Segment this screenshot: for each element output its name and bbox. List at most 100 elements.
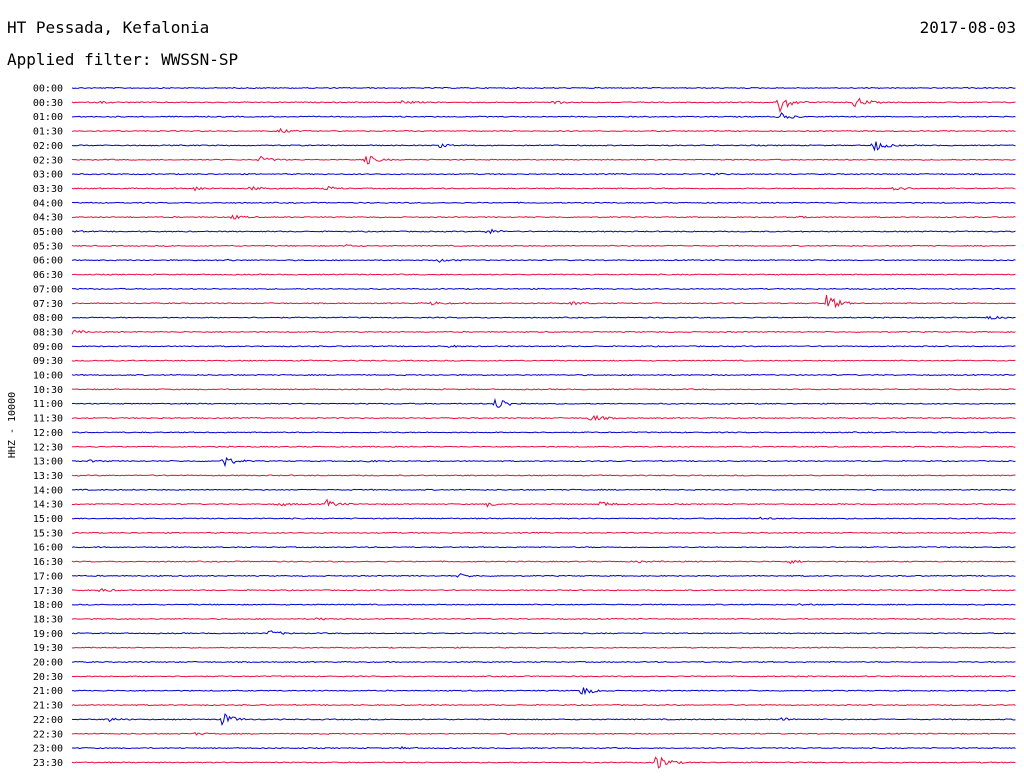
time-label: 03:30 — [33, 184, 63, 195]
trace-line — [71, 359, 1016, 362]
trace-line — [71, 588, 1016, 593]
trace-line — [71, 127, 1016, 133]
time-label: 12:00 — [33, 428, 63, 439]
trace-line — [71, 687, 1016, 696]
trace-line — [71, 731, 1016, 736]
trace-line — [71, 703, 1016, 707]
trace-line — [71, 315, 1016, 320]
trace-line — [71, 675, 1016, 678]
trace-line — [71, 388, 1016, 391]
time-label: 02:30 — [33, 155, 63, 166]
trace-line — [71, 617, 1016, 621]
trace-line — [71, 155, 1016, 165]
time-label: 08:30 — [33, 327, 63, 338]
trace-line — [71, 516, 1016, 520]
time-label: 11:30 — [33, 414, 63, 425]
trace-line — [71, 97, 1016, 114]
trace-line — [71, 201, 1016, 204]
trace-line — [71, 373, 1016, 377]
trace-line — [71, 488, 1016, 491]
time-label: 18:30 — [33, 614, 63, 625]
time-label: 00:00 — [33, 84, 63, 95]
time-label: 13:00 — [33, 457, 63, 468]
trace-line — [71, 546, 1016, 549]
trace-line — [71, 713, 1016, 726]
time-label: 09:30 — [33, 356, 63, 367]
time-label: 23:00 — [33, 744, 63, 755]
trace-line — [71, 172, 1016, 176]
time-label: 19:30 — [33, 643, 63, 654]
trace-line — [71, 603, 1016, 606]
time-label: 16:00 — [33, 543, 63, 554]
time-label: 17:30 — [33, 586, 63, 597]
time-label: 14:30 — [33, 500, 63, 511]
trace-line — [71, 474, 1016, 477]
trace-line — [71, 531, 1016, 535]
trace-line — [71, 660, 1016, 664]
trace-line — [71, 329, 1016, 335]
trace-line — [71, 559, 1016, 565]
trace-line — [71, 273, 1016, 276]
trace-line — [71, 397, 1016, 408]
time-label: 01:00 — [33, 112, 63, 123]
date-label: 2017-08-03 — [919, 18, 1016, 37]
trace-line — [71, 185, 1016, 192]
time-label: 08:00 — [33, 313, 63, 324]
trace-line — [71, 746, 1016, 750]
time-label: 02:00 — [33, 141, 63, 152]
time-label: 23:30 — [33, 758, 63, 769]
channel-axis-label: HHZ - 10000 — [7, 392, 18, 458]
time-label: 15:30 — [33, 528, 63, 539]
trace-line — [71, 214, 1016, 220]
time-label: 13:30 — [33, 471, 63, 482]
time-label: 12:30 — [33, 442, 63, 453]
trace-line — [71, 344, 1016, 348]
time-label: 21:30 — [33, 701, 63, 712]
filter-label: Applied filter: WWSSN-SP — [7, 50, 239, 69]
trace-line — [71, 445, 1016, 448]
time-label: 18:00 — [33, 600, 63, 611]
trace-line — [71, 756, 1016, 769]
trace-line — [71, 287, 1016, 291]
time-label: 06:00 — [33, 256, 63, 267]
time-label: 09:00 — [33, 342, 63, 353]
trace-line — [72, 294, 1016, 309]
time-label: 10:00 — [33, 371, 63, 382]
time-label: 00:30 — [33, 98, 63, 109]
time-label: 15:00 — [33, 514, 63, 525]
trace-line — [71, 228, 1016, 235]
time-label: 05:00 — [33, 227, 63, 238]
time-label: 20:00 — [33, 658, 63, 669]
time-label: 04:00 — [33, 198, 63, 209]
time-tick-labels: 00:00 00:30 01:00 01:30 02:00 02:30 03:00 03:30… — [33, 84, 63, 769]
trace-line — [71, 646, 1016, 649]
trace-group — [71, 86, 1016, 769]
time-label: 11:00 — [33, 399, 63, 410]
time-label: 17:00 — [33, 571, 63, 582]
time-label: 03:00 — [33, 170, 63, 181]
trace-line — [71, 258, 1016, 263]
time-label: 20:30 — [33, 672, 63, 683]
trace-line — [71, 86, 1016, 90]
time-label: 22:30 — [33, 729, 63, 740]
trace-line — [71, 112, 1016, 119]
time-label: 19:00 — [33, 629, 63, 640]
time-label: 01:30 — [33, 127, 63, 138]
station-title: HT Pessada, Kefalonia — [7, 18, 210, 37]
trace-line — [71, 414, 1016, 422]
time-label: 14:00 — [33, 485, 63, 496]
time-label: 10:30 — [33, 385, 63, 396]
trace-line — [71, 630, 1016, 635]
time-label: 07:30 — [33, 299, 63, 310]
trace-line — [71, 244, 1016, 248]
time-label: 07:00 — [33, 284, 63, 295]
time-label: 05:30 — [33, 241, 63, 252]
time-label: 06:30 — [33, 270, 63, 281]
time-label: 22:00 — [33, 715, 63, 726]
trace-line — [71, 431, 1016, 434]
trace-line — [71, 573, 1016, 578]
time-label: 04:30 — [33, 213, 63, 224]
trace-line — [71, 498, 1016, 508]
time-label: 21:00 — [33, 686, 63, 697]
trace-line — [71, 141, 1016, 152]
